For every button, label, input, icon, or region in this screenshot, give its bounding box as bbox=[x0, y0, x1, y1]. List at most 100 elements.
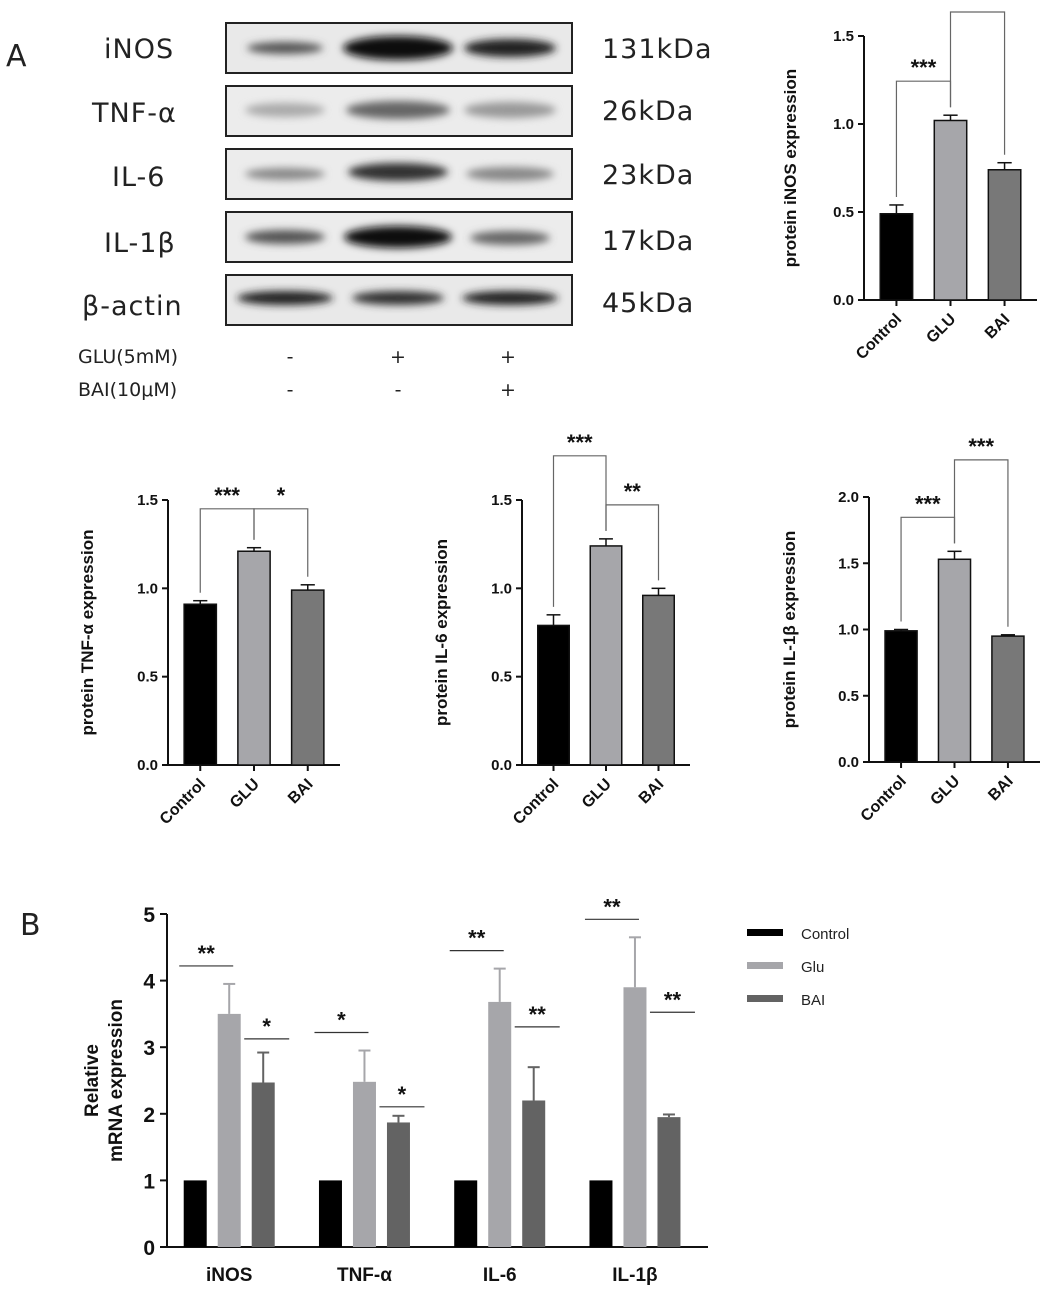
bar bbox=[991, 635, 1025, 763]
significance-label: ** bbox=[603, 894, 621, 919]
y-tick-label: 0.0 bbox=[491, 757, 512, 774]
y-tick-label: 5 bbox=[143, 904, 155, 927]
blot-size-label: 45kDa bbox=[602, 288, 694, 319]
blot-row-inos: iNOS 131kDa bbox=[104, 22, 712, 74]
significance-label: * bbox=[262, 1014, 271, 1039]
bar-chart-2: 0.0 0.5 1.0 1.5 protein TNF-α expression Cont… bbox=[78, 483, 340, 828]
category-label: BAI bbox=[285, 776, 317, 808]
blot-size-label: 23kDa bbox=[602, 160, 694, 191]
bar bbox=[290, 589, 325, 766]
bar bbox=[237, 550, 271, 766]
y-tick-label: 1.0 bbox=[491, 580, 512, 597]
treatment-mark: + bbox=[500, 346, 516, 368]
y-tick-label: 1.0 bbox=[137, 580, 158, 597]
significance-label: ** bbox=[624, 479, 642, 504]
significance-label: * bbox=[277, 483, 286, 508]
bar bbox=[488, 1001, 512, 1247]
significance-label: ** bbox=[664, 987, 682, 1012]
significance-label: ** bbox=[969, 0, 987, 11]
y-tick-label: 1.0 bbox=[838, 622, 859, 639]
blot-band-lane2 bbox=[352, 291, 444, 305]
y-tick-label: 1.5 bbox=[838, 555, 859, 572]
blot-protein-label: IL-6 bbox=[112, 162, 165, 193]
category-label: GLU bbox=[923, 311, 959, 347]
treatment-mark: + bbox=[500, 379, 516, 401]
category-label: BAI bbox=[985, 773, 1017, 805]
blot-band-lane1 bbox=[245, 230, 325, 244]
significance-bracket bbox=[552, 455, 607, 607]
category-label: IL-1β bbox=[612, 1265, 657, 1286]
significance-label: *** bbox=[214, 483, 240, 508]
bar-chart-1: 0.0 0.5 1.0 1.5 protein iNOS expression Contr… bbox=[781, 0, 1037, 363]
blot-protein-label: IL-1β bbox=[104, 228, 176, 259]
y-tick-label: 0.5 bbox=[137, 669, 158, 686]
y-tick-label: 0.0 bbox=[833, 292, 854, 309]
blot-band-lane1 bbox=[247, 42, 323, 54]
y-axis-label: protein TNF-α expression bbox=[78, 530, 97, 736]
treatment-label: GLU(5mM) bbox=[78, 346, 178, 368]
category-label: GLU bbox=[927, 773, 963, 809]
treatment-mark: - bbox=[395, 379, 402, 401]
category-label: Control bbox=[853, 311, 905, 363]
y-tick-label: 0.5 bbox=[491, 669, 512, 686]
category-label: GLU bbox=[227, 776, 263, 812]
legend-label: BAI bbox=[801, 992, 825, 1009]
bar bbox=[642, 594, 675, 766]
y-tick-label: 0.0 bbox=[137, 757, 158, 774]
significance-label: *** bbox=[911, 55, 937, 80]
bar bbox=[537, 624, 570, 766]
bar bbox=[933, 119, 968, 301]
blot-row-il1b: IL-1β 17kDa bbox=[104, 211, 694, 263]
y-tick-label: 4 bbox=[143, 971, 155, 994]
y-axis-label: protein IL-1β expression bbox=[780, 531, 799, 728]
bar bbox=[657, 1117, 681, 1247]
bar bbox=[937, 558, 972, 763]
category-label: Control bbox=[858, 773, 910, 825]
western-blot: iNOS 131kDa TNF-α 26kDa IL-6 23kDa IL-1β… bbox=[78, 22, 712, 401]
blot-size-label: 17kDa bbox=[602, 226, 694, 257]
bar bbox=[589, 1180, 613, 1247]
legend-swatch bbox=[747, 962, 783, 969]
blot-band-lane2 bbox=[346, 101, 450, 119]
blot-size-label: 26kDa bbox=[602, 96, 694, 127]
significance-label: *** bbox=[915, 491, 941, 516]
bar bbox=[884, 630, 918, 763]
y-axis-label: protein IL-6 expression bbox=[432, 539, 451, 726]
y-tick-label: 2 bbox=[143, 1104, 155, 1127]
y-tick-label: 1.5 bbox=[491, 492, 512, 509]
blot-band-lane2 bbox=[348, 163, 448, 181]
category-label: GLU bbox=[579, 776, 615, 812]
significance-label: * bbox=[337, 1008, 346, 1033]
blot-protein-label: iNOS bbox=[104, 34, 174, 65]
y-tick-label: 1 bbox=[143, 1170, 155, 1193]
category-label: Control bbox=[510, 776, 562, 828]
bar bbox=[987, 169, 1022, 301]
bar bbox=[183, 1180, 207, 1247]
legend-swatch bbox=[747, 995, 783, 1002]
category-label: BAI bbox=[982, 311, 1014, 343]
bar bbox=[623, 987, 647, 1247]
bar bbox=[879, 213, 914, 301]
category-label: TNF-α bbox=[337, 1265, 392, 1286]
bar bbox=[522, 1100, 546, 1247]
bar-chart-3: 0.0 0.5 1.0 1.5 protein IL-6 expression Contr… bbox=[432, 430, 690, 828]
y-axis-label: protein iNOS expression bbox=[781, 69, 800, 267]
blot-band-lane3 bbox=[470, 231, 550, 245]
blot-band-lane3 bbox=[464, 102, 556, 118]
significance-bracket bbox=[949, 11, 1006, 155]
bar bbox=[352, 1081, 376, 1247]
bar-chart-4: 0.0 0.5 1.0 1.5 2.0 protein IL-1β expression C… bbox=[780, 434, 1040, 825]
y-tick-label: 0 bbox=[143, 1237, 155, 1260]
significance-label: ** bbox=[529, 1002, 547, 1027]
legend-label: Glu bbox=[801, 959, 824, 976]
blot-band-lane1 bbox=[245, 168, 325, 180]
category-label: BAI bbox=[636, 776, 668, 808]
y-axis-label: Relative bbox=[82, 1044, 103, 1117]
legend-label: Control bbox=[801, 926, 849, 943]
blot-band-lane3 bbox=[462, 291, 558, 305]
blot-band-lane3 bbox=[464, 39, 556, 57]
y-axis-label: mRNA expression bbox=[106, 999, 127, 1162]
treatment-label: BAI(10μM) bbox=[78, 379, 177, 401]
bar bbox=[183, 603, 218, 766]
charts-layer: 0.0 0.5 1.0 1.5 protein iNOS expression Contr… bbox=[78, 0, 1040, 1286]
